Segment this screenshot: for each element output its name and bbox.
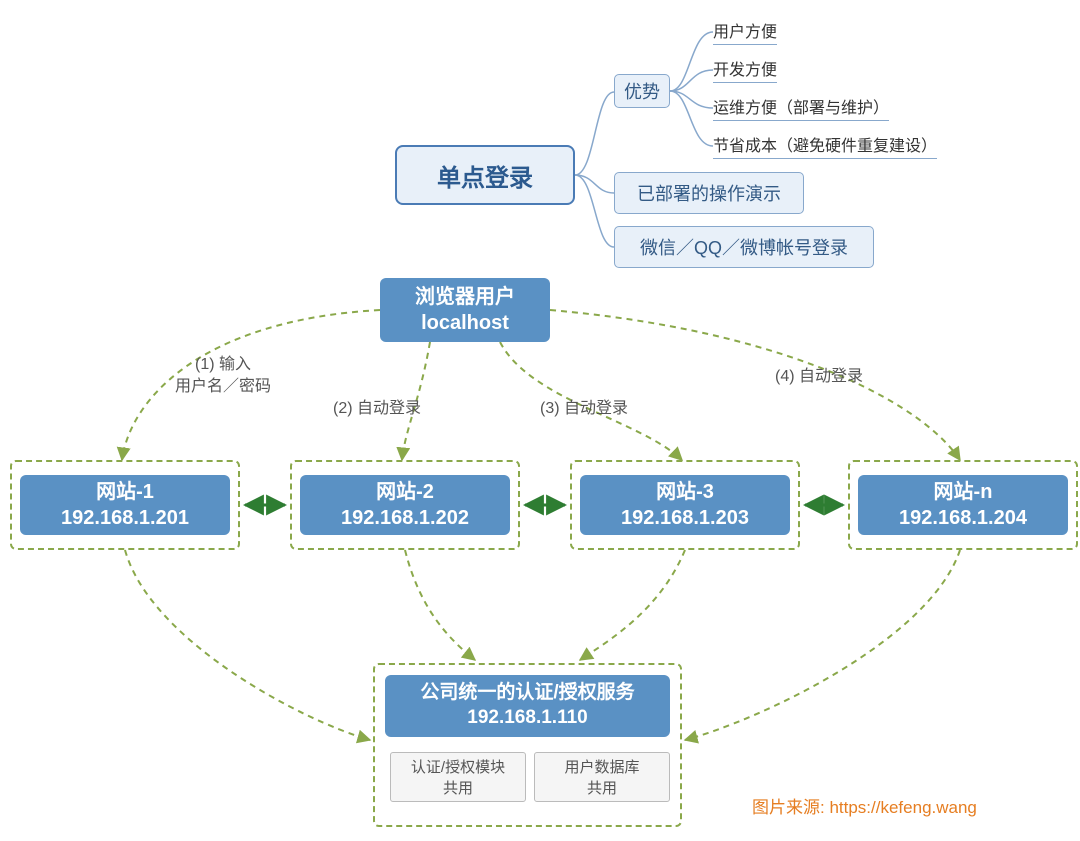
edge-label-3: (3) 自动登录	[540, 398, 628, 420]
edge-label-4: (4) 自动登录	[775, 366, 863, 388]
mindmap-advantages: 优势	[614, 74, 670, 108]
mindmap-sub-deployed: 已部署的操作演示	[614, 172, 804, 214]
mindmap-root-label: 单点登录	[437, 158, 533, 193]
edge-label-1: (1) 输入 用户名／密码	[175, 354, 271, 399]
site-node-n: 网站-n 192.168.1.204	[858, 475, 1068, 535]
auth-node: 公司统一的认证/授权服务 192.168.1.110	[385, 675, 670, 737]
mindmap-leaf-4: 节省成本（避免硬件重复建设）	[713, 132, 937, 159]
browser-subtitle: localhost	[421, 310, 509, 336]
site-node-1: 网站-1 192.168.1.201	[20, 475, 230, 535]
mindmap-root: 单点登录	[395, 145, 575, 205]
attribution: 图片来源: https://kefeng.wang	[752, 793, 977, 818]
mindmap-sub-social: 微信／QQ／微博帐号登录	[614, 226, 874, 268]
auth-sub-db: 用户数据库 共用	[534, 752, 670, 802]
site-node-3: 网站-3 192.168.1.203	[580, 475, 790, 535]
mindmap-leaf-1: 用户方便	[713, 18, 777, 45]
auth-sub-module: 认证/授权模块 共用	[390, 752, 526, 802]
mindmap-leaf-2: 开发方便	[713, 56, 777, 83]
site-node-2: 网站-2 192.168.1.202	[300, 475, 510, 535]
mindmap-leaf-3: 运维方便（部署与维护）	[713, 94, 889, 121]
browser-title: 浏览器用户	[415, 284, 515, 310]
mindmap-advantages-label: 优势	[624, 78, 660, 104]
edge-label-2: (2) 自动登录	[333, 398, 421, 420]
browser-node: 浏览器用户 localhost	[380, 278, 550, 342]
